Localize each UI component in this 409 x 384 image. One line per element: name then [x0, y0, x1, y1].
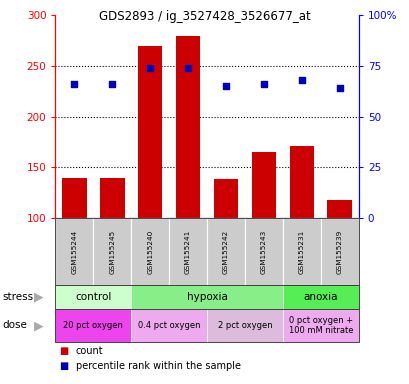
Text: percentile rank within the sample: percentile rank within the sample [76, 361, 240, 371]
Point [298, 77, 304, 83]
Text: dose: dose [2, 320, 27, 331]
Bar [251, 152, 276, 218]
Text: anoxia: anoxia [303, 292, 337, 302]
Point [260, 81, 267, 88]
Bar [175, 36, 200, 218]
Bar [213, 179, 238, 218]
Text: count: count [76, 346, 103, 356]
Bar [289, 146, 313, 218]
Text: ■: ■ [59, 361, 69, 371]
Text: GSM155244: GSM155244 [71, 230, 77, 274]
Text: GSM155242: GSM155242 [222, 230, 229, 274]
Text: GSM155241: GSM155241 [184, 230, 191, 274]
Bar [327, 200, 351, 218]
Text: 0.4 pct oxygen: 0.4 pct oxygen [137, 321, 200, 330]
Bar [100, 177, 124, 218]
Bar [62, 177, 86, 218]
Bar [137, 46, 162, 218]
Point [109, 81, 115, 88]
Text: GDS2893 / ig_3527428_3526677_at: GDS2893 / ig_3527428_3526677_at [99, 10, 310, 23]
Text: ▶: ▶ [34, 291, 44, 304]
Text: stress: stress [2, 292, 33, 302]
Point [336, 85, 342, 91]
Text: ▶: ▶ [34, 319, 44, 332]
Point [71, 81, 77, 88]
Text: 0 pct oxygen +
100 mM nitrate: 0 pct oxygen + 100 mM nitrate [288, 316, 352, 335]
Text: GSM155231: GSM155231 [298, 230, 304, 274]
Text: 20 pct oxygen: 20 pct oxygen [63, 321, 123, 330]
Text: hypoxia: hypoxia [186, 292, 227, 302]
Text: GSM155245: GSM155245 [109, 230, 115, 274]
Text: GSM155239: GSM155239 [336, 230, 342, 274]
Point [184, 65, 191, 71]
Point [146, 65, 153, 71]
Point [222, 83, 229, 89]
Text: ■: ■ [59, 346, 69, 356]
Text: control: control [75, 292, 111, 302]
Text: GSM155243: GSM155243 [260, 230, 266, 274]
Text: GSM155240: GSM155240 [147, 230, 153, 274]
Text: 2 pct oxygen: 2 pct oxygen [217, 321, 272, 330]
